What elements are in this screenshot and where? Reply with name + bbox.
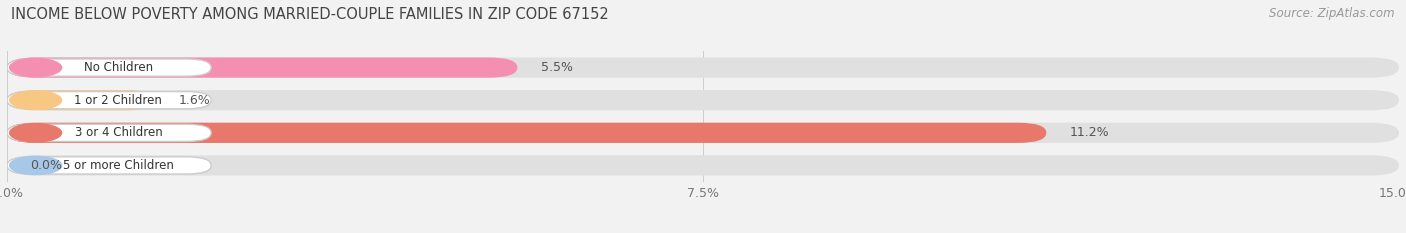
FancyBboxPatch shape (7, 157, 211, 174)
Circle shape (10, 156, 62, 175)
FancyBboxPatch shape (7, 92, 211, 109)
Text: 0.0%: 0.0% (31, 159, 62, 172)
Text: No Children: No Children (84, 61, 153, 74)
FancyBboxPatch shape (7, 90, 1399, 110)
FancyBboxPatch shape (7, 58, 1399, 78)
FancyBboxPatch shape (7, 59, 211, 76)
FancyBboxPatch shape (7, 123, 1046, 143)
Text: 5.5%: 5.5% (540, 61, 572, 74)
FancyBboxPatch shape (7, 124, 211, 141)
Text: INCOME BELOW POVERTY AMONG MARRIED-COUPLE FAMILIES IN ZIP CODE 67152: INCOME BELOW POVERTY AMONG MARRIED-COUPL… (11, 7, 609, 22)
Text: 1 or 2 Children: 1 or 2 Children (75, 94, 162, 107)
FancyBboxPatch shape (7, 90, 156, 110)
FancyBboxPatch shape (7, 123, 1399, 143)
Circle shape (10, 91, 62, 109)
Circle shape (10, 124, 62, 142)
Text: 3 or 4 Children: 3 or 4 Children (75, 126, 162, 139)
Text: 11.2%: 11.2% (1070, 126, 1109, 139)
Circle shape (10, 58, 62, 77)
FancyBboxPatch shape (7, 58, 517, 78)
Text: Source: ZipAtlas.com: Source: ZipAtlas.com (1270, 7, 1395, 20)
Text: 1.6%: 1.6% (179, 94, 211, 107)
Text: 5 or more Children: 5 or more Children (63, 159, 174, 172)
FancyBboxPatch shape (7, 155, 1399, 175)
